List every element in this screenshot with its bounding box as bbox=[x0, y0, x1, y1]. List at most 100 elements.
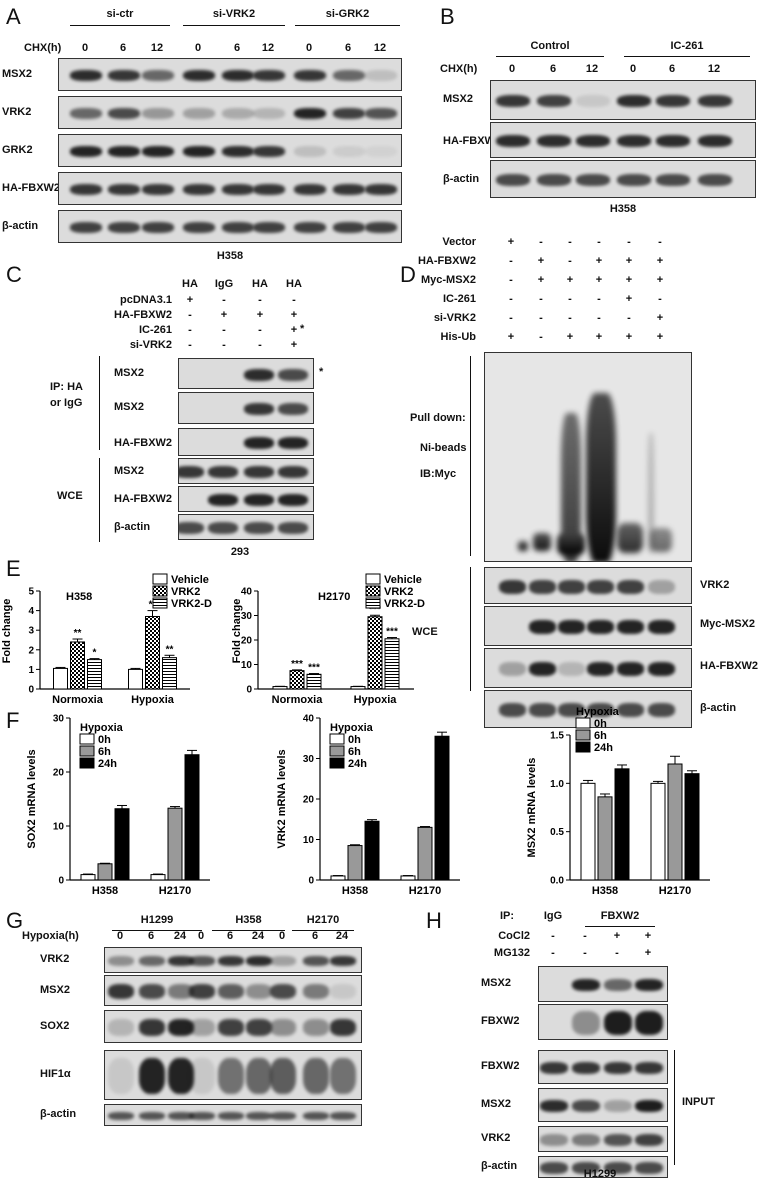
timepoint-label: 12 bbox=[585, 63, 599, 75]
blot-band bbox=[572, 1011, 600, 1035]
blot-band bbox=[656, 135, 690, 147]
blot-band bbox=[333, 222, 365, 233]
blot-hif1- bbox=[104, 1050, 362, 1100]
blot-band bbox=[303, 1112, 329, 1120]
row-label: MSX2 bbox=[481, 1098, 511, 1110]
blot-band bbox=[218, 1019, 244, 1036]
bar bbox=[70, 641, 85, 690]
blot-band bbox=[330, 1112, 356, 1120]
y-tick-label: 0.0 bbox=[550, 876, 564, 887]
condition-value: + bbox=[656, 255, 664, 267]
y-tick-label: 0 bbox=[246, 685, 252, 696]
blot-band bbox=[496, 174, 530, 186]
blot-band bbox=[557, 703, 585, 717]
ip-label: IP: bbox=[500, 910, 515, 922]
blot-band bbox=[108, 1112, 134, 1120]
row-label: MSX2 bbox=[114, 367, 144, 379]
y-tick-label: 10 bbox=[53, 822, 65, 833]
panel-d-label: D bbox=[400, 262, 416, 287]
blot-ip-fbxw2 bbox=[538, 1004, 668, 1040]
blot-band bbox=[108, 184, 140, 195]
group-label: H1299 bbox=[140, 914, 174, 926]
condition-value: - bbox=[222, 294, 226, 306]
group-underline bbox=[496, 56, 604, 57]
condition-value: - bbox=[583, 947, 587, 959]
blot-band bbox=[139, 956, 165, 966]
panel-h-label: H bbox=[426, 908, 442, 933]
blot-band bbox=[168, 1112, 194, 1120]
significance-mark: ** bbox=[166, 644, 174, 655]
star-mark: * bbox=[319, 366, 324, 378]
blot-band bbox=[244, 403, 274, 415]
condition-value: + bbox=[220, 309, 228, 321]
group-underline bbox=[183, 25, 285, 26]
row-label: β-actin bbox=[40, 1108, 77, 1120]
legend-label: 6h bbox=[348, 746, 361, 758]
blot-band bbox=[246, 984, 272, 999]
condition-value: + bbox=[625, 255, 633, 267]
blot-msx2 bbox=[490, 80, 756, 120]
group-underline bbox=[295, 25, 400, 26]
blot-band bbox=[586, 620, 614, 634]
condition-value: - bbox=[539, 331, 543, 343]
blot-band bbox=[540, 1162, 568, 1174]
condition-value: + bbox=[595, 274, 603, 286]
blot-band bbox=[70, 70, 102, 81]
blot-vrk2 bbox=[58, 96, 402, 129]
blot-band bbox=[142, 184, 174, 195]
condition-label: IC-261 bbox=[442, 293, 476, 305]
blot-band bbox=[208, 466, 238, 478]
blot-input-msx2 bbox=[538, 1088, 668, 1122]
condition-value: + bbox=[644, 930, 652, 942]
row-label: β-actin bbox=[114, 521, 151, 533]
row-label: β-actin bbox=[700, 702, 737, 714]
cell-line-label: 293 bbox=[230, 546, 250, 558]
blot-wce-ha-fbxw2 bbox=[178, 486, 314, 512]
ip-label: or IgG bbox=[50, 397, 83, 409]
panel-e-label: E bbox=[6, 556, 21, 581]
y-axis-label: Fold change bbox=[1, 599, 13, 664]
y-tick-label: 5 bbox=[28, 587, 34, 598]
significance-mark: * bbox=[93, 648, 97, 659]
timepoint-label: 0 bbox=[197, 930, 205, 942]
legend-swatch bbox=[329, 745, 345, 757]
condition-value: - bbox=[568, 293, 572, 305]
blot-band bbox=[604, 1162, 632, 1174]
blot-band bbox=[70, 146, 102, 157]
y-tick-label: 30 bbox=[241, 611, 253, 622]
blot-band bbox=[108, 146, 140, 157]
condition-value: - bbox=[568, 312, 572, 324]
blot-band bbox=[168, 1019, 194, 1036]
blot-band bbox=[270, 1112, 296, 1120]
condition-value: + bbox=[625, 293, 633, 305]
blot-band bbox=[270, 956, 296, 966]
blot-band bbox=[278, 466, 308, 478]
blot-band bbox=[168, 1058, 194, 1094]
blot-input-vrk2 bbox=[538, 1126, 668, 1152]
blot-band bbox=[333, 146, 365, 157]
condition-value: + bbox=[566, 274, 574, 286]
condition-value: + bbox=[507, 236, 515, 248]
timepoint-label: 0 bbox=[305, 42, 313, 54]
bar bbox=[162, 657, 177, 690]
condition-label: Vector bbox=[442, 236, 476, 248]
blot-band bbox=[528, 579, 556, 594]
blot-band bbox=[604, 1011, 632, 1035]
significance-mark: *** bbox=[308, 663, 320, 674]
row-label: β-actin bbox=[481, 1160, 518, 1172]
condition-value: + bbox=[186, 294, 194, 306]
row-label: MSX2 bbox=[481, 977, 511, 989]
panel-f-label: F bbox=[6, 708, 20, 733]
ip-column-label: FBXW2 bbox=[600, 910, 640, 922]
blot-band bbox=[647, 620, 675, 634]
blot-band bbox=[617, 135, 651, 147]
bar bbox=[650, 782, 666, 881]
condition-value: - bbox=[509, 312, 513, 324]
blot-band bbox=[572, 1134, 600, 1146]
legend-swatch bbox=[365, 585, 381, 597]
blot-band bbox=[139, 1112, 165, 1120]
blot-band bbox=[616, 620, 644, 634]
timepoint-label: 0 bbox=[194, 42, 202, 54]
condition-value: + bbox=[290, 309, 298, 321]
condition-value: - bbox=[509, 293, 513, 305]
